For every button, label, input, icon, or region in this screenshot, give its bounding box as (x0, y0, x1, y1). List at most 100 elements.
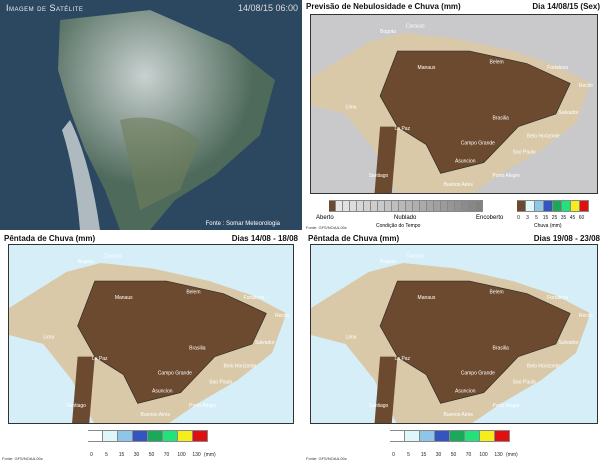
legend-tick: 0 (392, 452, 395, 458)
legend-swatch (148, 430, 163, 442)
city-label: Recife (579, 313, 593, 319)
cloud-swatch (399, 200, 406, 212)
city-label: Brasilia (492, 345, 509, 351)
legend-tick: 130 (494, 452, 503, 458)
city-label: Caracas (406, 254, 425, 260)
legend-unit: (mm) (506, 452, 518, 458)
city-label: Manaus (115, 295, 133, 301)
city-label: Lima (43, 335, 54, 341)
city-label: Belem (186, 290, 200, 296)
cloud-legend (329, 200, 483, 212)
cloud-swatch (329, 200, 336, 212)
forecast-map: Bogota Caracas Manaus Belem Fortaleza Recife S… (310, 14, 598, 194)
legend-unit: (mm) (204, 452, 216, 458)
cloud-swatch (413, 200, 420, 212)
city-label: La Paz (395, 126, 411, 132)
legend-tick: 5 (105, 452, 108, 458)
forecast-title: Previsão de Nebulosidade e Chuva (mm) (306, 2, 461, 11)
legend-tick: 30 (133, 452, 140, 458)
city-label: Fortaleza (244, 295, 265, 301)
cloud-swatch (406, 200, 413, 212)
legend-swatch (480, 430, 495, 442)
legend-swatch (435, 430, 450, 442)
pentada2-legend-ticks: 0 5 15 30 50 70 100 130 (mm) (386, 452, 518, 458)
city-label: Santiago (66, 403, 86, 409)
cloud-swatch (448, 200, 455, 212)
cloud-swatch (469, 200, 476, 212)
city-label: Belo Horizonte (527, 363, 560, 369)
legend-tick: 25 (551, 215, 558, 221)
legend-tick: 70 (163, 452, 170, 458)
city-label: Caracas (406, 24, 425, 30)
legend-swatch (118, 430, 133, 442)
pentada2-legend (390, 430, 510, 442)
city-label: Salvador (559, 340, 579, 346)
satellite-source: Fonte : Somar Meteorologia (205, 221, 280, 227)
satellite-image (0, 0, 302, 230)
city-label: Asuncion (455, 159, 476, 165)
city-label: Bogota (78, 259, 94, 265)
legend-swatch (178, 430, 193, 442)
legend-tick: 130 (192, 452, 201, 458)
city-label: Fortaleza (547, 65, 568, 71)
legend-tick: 60 (578, 215, 585, 221)
city-label: Recife (579, 83, 593, 89)
cloud-swatch (350, 200, 357, 212)
cloud-swatch (385, 200, 392, 212)
pentada1-legend (88, 430, 208, 442)
legend-swatch (163, 430, 178, 442)
city-label: Lima (346, 105, 357, 111)
cloud-swatch (455, 200, 462, 212)
legend-swatch (390, 430, 405, 442)
city-label: Sao Paulo (513, 380, 536, 386)
legend-tick: 30 (435, 452, 442, 458)
legend-swatch (405, 430, 420, 442)
city-label: Santiago (369, 173, 389, 179)
legend-tick: 15 (420, 452, 427, 458)
legend-overcast: Encoberto (476, 215, 504, 221)
satellite-title: Imagem de Satélite (6, 3, 84, 13)
pentada2-date: Dias 19/08 - 23/08 (533, 234, 600, 243)
legend-tick: 100 (479, 452, 488, 458)
city-label: Sao Paulo (513, 150, 536, 156)
cloud-legend-caption: Condição do Tempo (376, 223, 421, 229)
city-label: Belo Horizonte (527, 133, 560, 139)
city-label: Salvador (559, 110, 579, 116)
city-label: Porto Alegre (189, 403, 217, 409)
cloud-swatch (462, 200, 469, 212)
cloud-swatch (364, 200, 371, 212)
cloud-swatch (441, 200, 448, 212)
city-label: Fortaleza (547, 295, 568, 301)
legend-tick: 35 (560, 215, 567, 221)
legend-swatch (535, 200, 544, 212)
legend-tick: 50 (148, 452, 155, 458)
city-label: Recife (275, 313, 289, 319)
city-label: Manaus (418, 65, 436, 71)
pentada1-date: Dias 14/08 - 18/08 (231, 234, 298, 243)
city-label: Caracas (103, 254, 122, 260)
pentada2-title: Pêntada de Chuva (mm) (308, 234, 400, 243)
city-label: Buenos Aires (443, 182, 473, 188)
cloud-swatch (336, 200, 343, 212)
rain-legend (517, 200, 589, 212)
legend-tick: 15 (118, 452, 125, 458)
city-label: Belem (490, 60, 504, 66)
legend-swatch (193, 430, 208, 442)
cloud-swatch (434, 200, 441, 212)
legend-swatch (465, 430, 480, 442)
city-label: Campo Grande (461, 141, 495, 147)
cloud-swatch (392, 200, 399, 212)
pentada2-map: Bogota Caracas Manaus Belem Fortaleza Recife S… (310, 244, 598, 424)
city-label: Belem (490, 290, 504, 296)
cloud-swatch (427, 200, 434, 212)
pentada2-panel: Pêntada de Chuva (mm) Dias 19/08 - 23/08… (304, 232, 604, 470)
forecast-panel: Previsão de Nebulosidade e Chuva (mm) Di… (304, 0, 604, 230)
city-label: Manaus (418, 295, 436, 301)
brazil-region (379, 50, 571, 174)
cloud-swatch (420, 200, 427, 212)
forecast-date: Dia 14/08/15 (Sex) (532, 2, 600, 11)
legend-swatch (526, 200, 535, 212)
rain-legend-ticks: 0 3 5 15 25 35 45 60 (514, 215, 586, 221)
legend-tick: 45 (569, 215, 576, 221)
pentada2-source: Fonte: GFS/NOAA-00z (306, 456, 347, 461)
